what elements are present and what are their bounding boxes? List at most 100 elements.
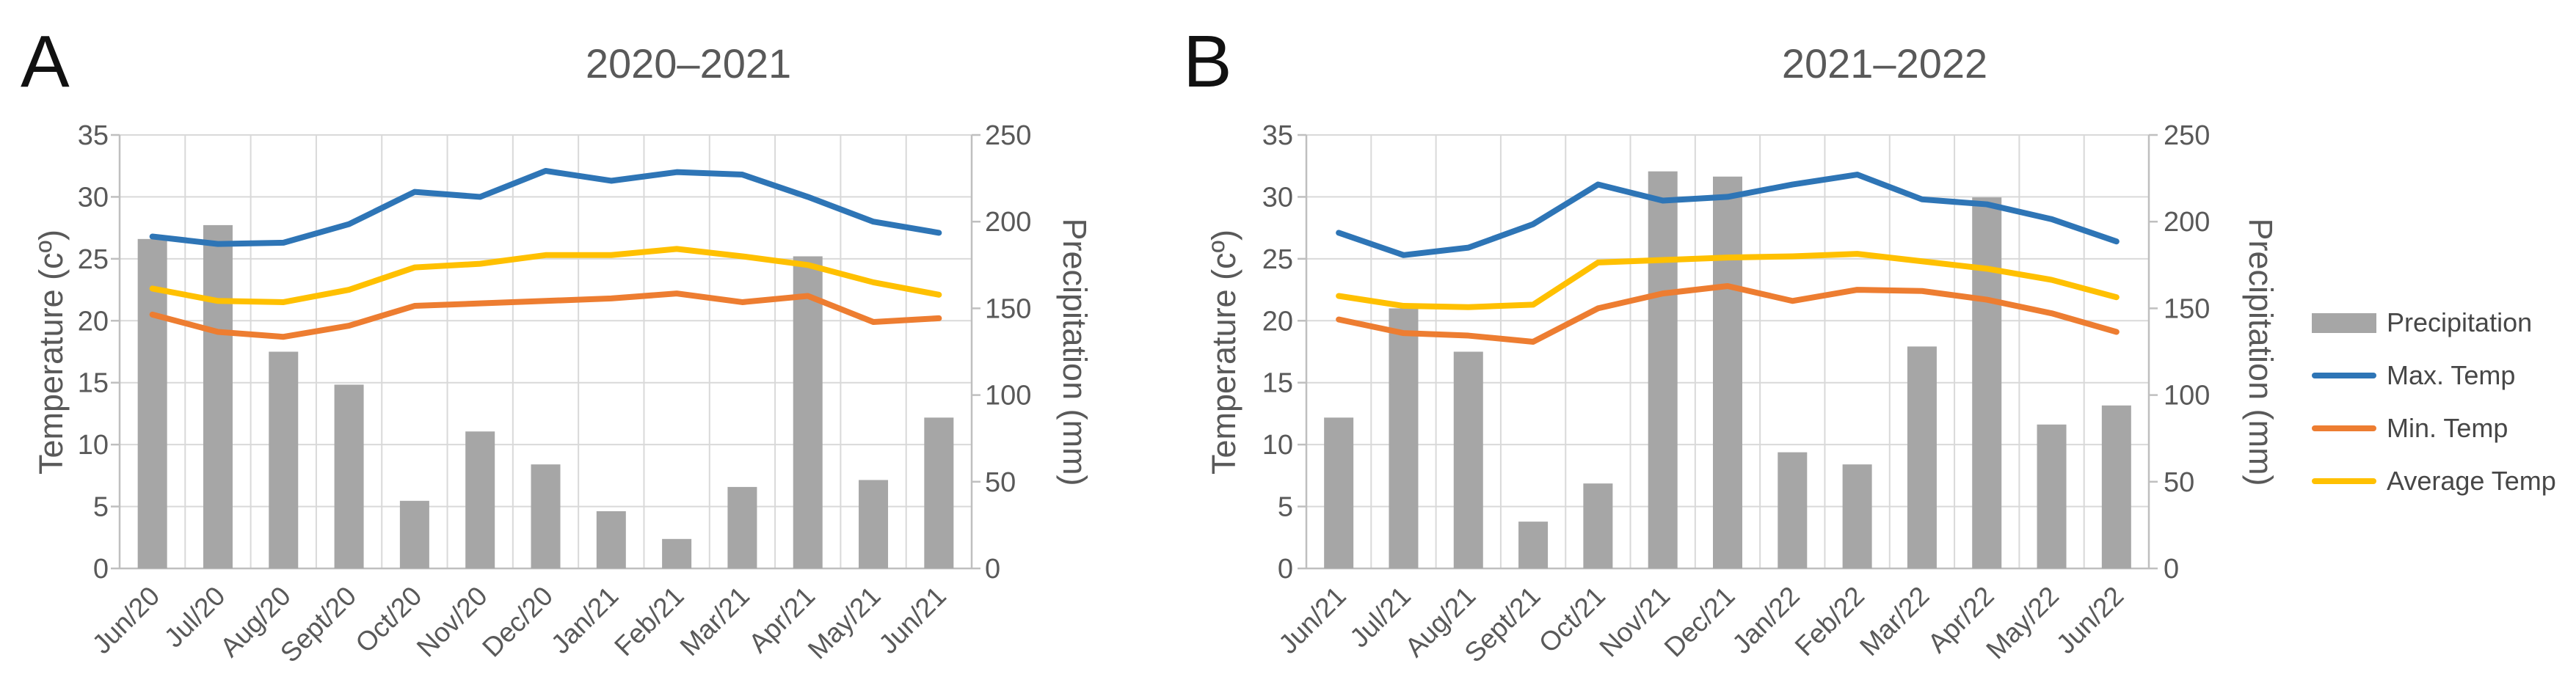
precipitation-bar-Jan/22	[1778, 452, 1808, 568]
panel-label-a: A	[21, 21, 70, 103]
precipitation-bar-Aug/21	[1453, 351, 1483, 568]
x-label-Dec/20: Dec/20	[476, 581, 559, 663]
precipitation-bar-Dec/20	[531, 464, 561, 568]
x-label-Mar/22: Mar/22	[1854, 581, 1935, 662]
svg-text:20: 20	[1262, 306, 1293, 337]
precipitation-bars	[137, 224, 954, 568]
legend-label: Average Temp	[2387, 466, 2556, 496]
precipitation-bar-Apr/21	[793, 256, 823, 568]
min-temp-line-icon	[2312, 425, 2376, 431]
precipitation-bars	[1324, 171, 2131, 569]
svg-text:20: 20	[78, 306, 109, 337]
x-label-Mar/21: Mar/21	[674, 581, 755, 662]
svg-text:100: 100	[985, 381, 1031, 411]
x-label-Feb/21: Feb/21	[608, 581, 689, 662]
precipitation-axis-tick-labels: 250 200 150 100 50 0	[985, 120, 1031, 585]
average-temp-line	[1336, 251, 2120, 310]
chart-a-plot: 35302520151050250200150100500Jun/20Jul/2…	[78, 120, 1032, 668]
chart-a-title: 2020–2021	[585, 40, 792, 87]
min-temp-line	[149, 290, 942, 340]
precipitation-bar-Jul/21	[1389, 308, 1419, 568]
temperature-axis-tick-labels: 35 30 25 20 15 10 5 0	[78, 120, 109, 585]
x-label-Jun/21: Jun/21	[1273, 581, 1352, 660]
x-label-May/21: May/21	[802, 581, 887, 665]
precipitation-bar-Aug/20	[269, 351, 299, 568]
svg-text:10: 10	[78, 430, 109, 461]
precipitation-bar-Apr/22	[1972, 197, 2002, 568]
precipitation-bar-Jun/22	[2101, 405, 2131, 568]
x-label-Jun/22: Jun/22	[2051, 581, 2130, 660]
legend-label: Precipitation	[2387, 307, 2533, 337]
precipitation-bar-Jul/20	[203, 224, 233, 568]
svg-text:0: 0	[1278, 554, 1293, 585]
precipitation-bar-Jan/21	[596, 510, 626, 568]
panel-label-b: B	[1183, 21, 1232, 103]
temperature-axis-tick-labels: 35 30 25 20 15 10 5 0	[1262, 120, 1293, 585]
svg-text:35: 35	[1262, 120, 1293, 151]
precipitation-bar-May/22	[2037, 424, 2067, 568]
svg-text:10: 10	[1262, 430, 1293, 461]
legend-item-precipitation: Precipitation	[2312, 296, 2556, 349]
chart-b-plot: 35302520151050250200150100500Jun/21Jul/2…	[1262, 120, 2211, 668]
precipitation-bar-May/21	[859, 480, 889, 568]
legend-item-min-temp: Min. Temp	[2312, 402, 2556, 455]
svg-text:25: 25	[78, 244, 109, 275]
x-label-Nov/21: Nov/21	[1593, 581, 1676, 663]
precipitation-bar-Jun/21	[1324, 417, 1354, 568]
svg-text:200: 200	[985, 207, 1031, 238]
x-axis-month-labels: Jun/20Jul/20Aug/20Sept/20Oct/20Nov/20Dec…	[87, 581, 952, 668]
svg-text:5: 5	[1278, 492, 1293, 523]
precipitation-bar-Oct/21	[1583, 483, 1613, 568]
x-label-Dec/21: Dec/21	[1659, 581, 1741, 663]
svg-text:30: 30	[1262, 182, 1293, 213]
x-axis-month-labels: Jun/21Jul/21Aug/21Sept/21Oct/21Nov/21Dec…	[1273, 581, 2129, 668]
svg-text:50: 50	[2164, 467, 2194, 498]
precipitation-bar-Mar/21	[727, 486, 757, 568]
legend-item-max-temp: Max. Temp	[2312, 349, 2556, 402]
precipitation-bar-Jun/21	[924, 417, 954, 568]
gridlines	[1306, 134, 2150, 569]
svg-text:0: 0	[2164, 554, 2179, 585]
svg-text:15: 15	[1262, 368, 1293, 399]
precipitation-axis-tick-labels: 250 200 150 100 50 0	[2164, 120, 2210, 585]
legend-label: Min. Temp	[2387, 413, 2508, 443]
svg-text:0: 0	[985, 554, 1000, 585]
svg-text:150: 150	[985, 293, 1031, 324]
svg-text:100: 100	[2164, 381, 2210, 411]
legend-item-average-temp: Average Temp	[2312, 455, 2556, 508]
precipitation-bar-Nov/20	[465, 431, 495, 568]
max-temp-line	[1336, 172, 2120, 258]
precipitation-bar-Feb/22	[1842, 464, 1872, 568]
precipitation-bar-Dec/21	[1713, 176, 1742, 569]
svg-text:30: 30	[78, 182, 109, 213]
svg-text:200: 200	[2164, 207, 2210, 238]
max-temp-line	[149, 167, 942, 247]
min-temp-line	[1336, 283, 2120, 345]
svg-text:150: 150	[2164, 293, 2210, 324]
x-label-Jan/22: Jan/22	[1726, 581, 1805, 660]
average-temp-line-icon	[2312, 478, 2376, 484]
legend-label: Max. Temp	[2387, 360, 2516, 390]
x-label-Feb/22: Feb/22	[1789, 581, 1870, 662]
precipitation-bar-Feb/21	[662, 538, 692, 568]
svg-text:50: 50	[985, 467, 1016, 498]
precipitation-bar-Jun/20	[137, 238, 167, 568]
precipitation-bar-Mar/22	[1907, 346, 1937, 568]
average-temp-line	[149, 246, 942, 305]
precipitation-bar-Oct/20	[399, 500, 429, 568]
x-label-Jan/21: Jan/21	[545, 581, 625, 660]
svg-text:250: 250	[985, 120, 1031, 151]
x-label-May/22: May/22	[1980, 581, 2064, 665]
svg-text:25: 25	[1262, 244, 1293, 275]
svg-text:35: 35	[78, 120, 109, 151]
precipitation-swatch-icon	[2312, 312, 2376, 333]
svg-text:250: 250	[2164, 120, 2210, 151]
precipitation-bar-Sept/20	[334, 384, 364, 568]
svg-text:15: 15	[78, 368, 109, 399]
x-label-Nov/20: Nov/20	[411, 581, 493, 663]
svg-text:5: 5	[93, 492, 109, 523]
chart-b-title: 2021–2022	[1781, 40, 1988, 87]
max-temp-line-icon	[2312, 373, 2376, 378]
legend: Precipitation Max. Temp Min. Temp Averag…	[2312, 296, 2556, 508]
